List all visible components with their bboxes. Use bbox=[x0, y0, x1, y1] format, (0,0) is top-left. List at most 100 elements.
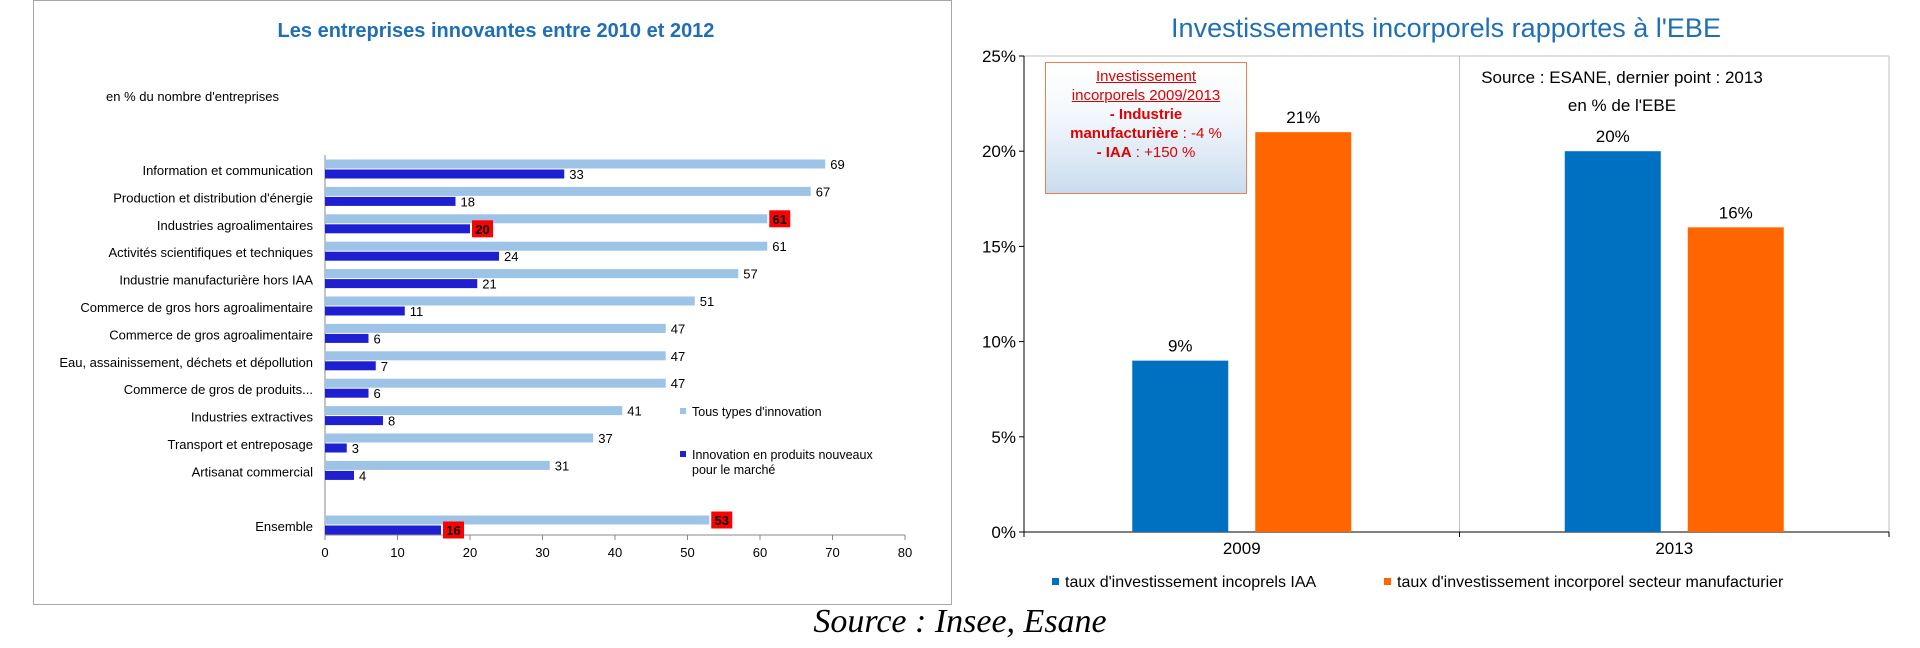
bar-new-products bbox=[325, 333, 369, 343]
data-label: 6 bbox=[374, 386, 381, 401]
data-label: 69 bbox=[830, 157, 844, 172]
legend-swatch-iaa bbox=[1052, 578, 1059, 585]
chart-title: Investissements incorporels rapportes à … bbox=[1171, 13, 1721, 43]
note-line-4a: manufacturière bbox=[1070, 125, 1179, 142]
note-line-5a: - IAA bbox=[1096, 144, 1132, 161]
data-label: 7 bbox=[381, 359, 388, 374]
data-label-highlight bbox=[443, 521, 464, 539]
x-tick-label: 80 bbox=[898, 545, 912, 560]
x-category-label: 2009 bbox=[1223, 539, 1261, 558]
bar-new-products bbox=[325, 388, 369, 398]
legend-label-new-products-line2: pour le marché bbox=[692, 463, 775, 477]
note-box: Investissement incorporels 2009/2013 - I… bbox=[1045, 62, 1247, 194]
y-tick-label: 10% bbox=[982, 333, 1016, 352]
x-tick-label: 60 bbox=[753, 545, 767, 560]
innovation-bar-chart: Les entreprises innovantes entre 2010 et… bbox=[59, 20, 912, 560]
x-tick-label: 10 bbox=[390, 545, 404, 560]
y-tick-label: 20% bbox=[982, 142, 1016, 161]
category-label: Ensemble bbox=[255, 519, 313, 534]
data-label-highlight bbox=[769, 210, 791, 228]
note-line-3: - Industrie bbox=[1109, 106, 1183, 123]
note-line-1: Investissement bbox=[1095, 68, 1197, 85]
data-label: 3 bbox=[352, 441, 359, 456]
bar-all-innovation bbox=[325, 378, 666, 388]
bar-all-innovation bbox=[325, 460, 550, 470]
bar-new-products bbox=[325, 279, 478, 289]
note-line-4b: : -4 % bbox=[1178, 125, 1222, 142]
x-tick-label: 0 bbox=[321, 545, 328, 560]
x-tick-label: 30 bbox=[535, 545, 549, 560]
bar-new-products bbox=[325, 224, 470, 234]
data-label: 47 bbox=[671, 376, 685, 391]
bar-new-products bbox=[325, 361, 376, 371]
source-footer: Source : Insee, Esane bbox=[813, 603, 1107, 640]
bar-new-products bbox=[325, 416, 383, 426]
bar-iaa bbox=[1564, 151, 1661, 532]
category-label: Information et communication bbox=[142, 163, 313, 178]
y-tick-label: 25% bbox=[982, 47, 1016, 66]
data-label-highlight bbox=[711, 511, 733, 529]
bar-all-innovation bbox=[325, 406, 623, 416]
data-label: 53 bbox=[715, 513, 729, 528]
note-line-5b: : +150 % bbox=[1131, 144, 1196, 161]
data-label: 18 bbox=[461, 194, 475, 209]
bar-iaa bbox=[1132, 360, 1229, 532]
category-label: Activités scientifiques et techniques bbox=[109, 245, 314, 260]
legend-label-iaa: taux d'investissement incoprels IAA bbox=[1065, 574, 1317, 591]
data-label: 41 bbox=[627, 404, 641, 419]
data-label: 8 bbox=[388, 414, 395, 429]
unit-annotation: en % de l'EBE bbox=[1568, 96, 1676, 115]
bar-all-innovation bbox=[325, 515, 710, 525]
bar-all-innovation bbox=[325, 241, 768, 251]
legend-label-all-innovation: Tous types d'innovation bbox=[692, 405, 822, 419]
x-tick-label: 50 bbox=[680, 545, 694, 560]
data-label: 67 bbox=[816, 184, 830, 199]
category-label: Production et distribution d'énergie bbox=[113, 190, 313, 205]
bar-all-innovation bbox=[325, 323, 666, 333]
legend-label-manufacturier: taux d'investissement incorporel secteur… bbox=[1397, 574, 1784, 591]
data-label: 21 bbox=[482, 277, 496, 292]
data-label: 11 bbox=[410, 304, 424, 319]
data-label: 6 bbox=[374, 331, 381, 346]
data-label: 31 bbox=[555, 458, 569, 473]
data-label: 37 bbox=[598, 431, 612, 446]
bar-all-innovation bbox=[325, 186, 811, 196]
data-label: 57 bbox=[743, 267, 757, 282]
y-tick-label: 5% bbox=[991, 428, 1016, 447]
category-label: Commerce de gros de produits... bbox=[124, 382, 313, 397]
category-label: Industrie manufacturière hors IAA bbox=[119, 273, 313, 288]
data-label: 51 bbox=[700, 294, 714, 309]
x-tick-label: 40 bbox=[608, 545, 622, 560]
data-label: 20 bbox=[475, 222, 489, 237]
bar-all-innovation bbox=[325, 269, 739, 279]
bar-new-products bbox=[325, 251, 499, 261]
bar-new-products bbox=[325, 196, 456, 206]
bar-all-innovation bbox=[325, 296, 695, 306]
data-label-highlight bbox=[472, 220, 493, 238]
data-label: 47 bbox=[671, 321, 685, 336]
category-label: Commerce de gros agroalimentaire bbox=[109, 327, 313, 342]
category-label: Industries agroalimentaires bbox=[157, 218, 314, 233]
legend-label-new-products-line1: Innovation en produits nouveaux bbox=[692, 448, 873, 462]
bar-all-innovation bbox=[325, 433, 594, 443]
bar-new-products bbox=[325, 525, 441, 535]
bar-all-innovation bbox=[325, 214, 768, 224]
bar-new-products bbox=[325, 470, 354, 480]
category-label: Eau, assainissement, déchets et dépollut… bbox=[59, 355, 313, 370]
category-label: Commerce de gros hors agroalimentaire bbox=[80, 300, 313, 315]
investment-bar-chart: Investissements incorporels rapportes à … bbox=[982, 13, 1890, 591]
bar-new-products bbox=[325, 306, 405, 316]
bar-all-innovation bbox=[325, 159, 826, 169]
data-label: 16 bbox=[446, 523, 460, 538]
data-label: 33 bbox=[569, 167, 583, 182]
category-label: Transport et entreposage bbox=[168, 437, 314, 452]
bar-all-innovation bbox=[325, 351, 666, 361]
data-label: 24 bbox=[504, 249, 518, 264]
legend-swatch-manufacturier bbox=[1384, 578, 1391, 585]
category-label: Artisanat commercial bbox=[192, 464, 313, 479]
data-label: 61 bbox=[773, 212, 787, 227]
chart-subtitle: en % du nombre d'entreprises bbox=[106, 89, 280, 104]
bar-new-products bbox=[325, 443, 347, 453]
chart-title: Les entreprises innovantes entre 2010 et… bbox=[278, 20, 715, 42]
data-label: 4 bbox=[359, 468, 366, 483]
